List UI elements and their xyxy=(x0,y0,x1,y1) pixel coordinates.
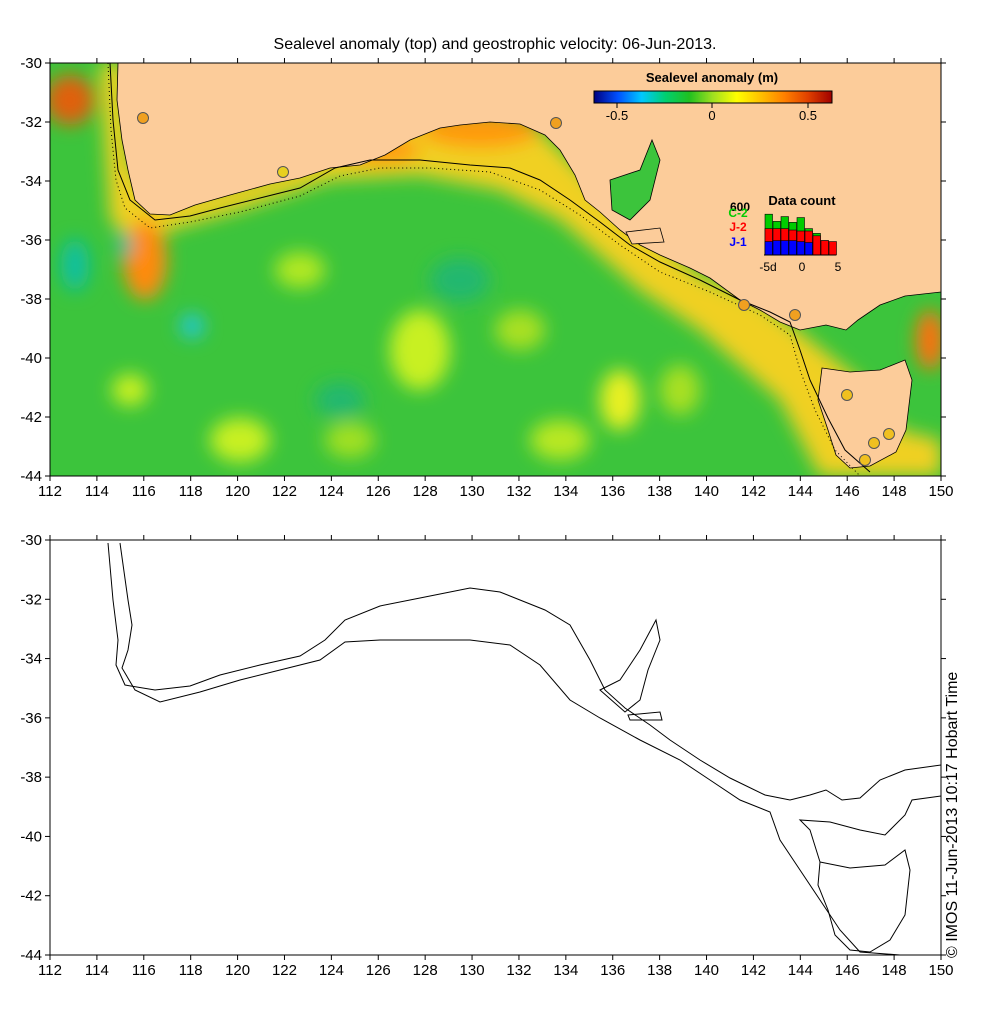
count-bar-j1 xyxy=(788,240,797,256)
lon-tick-label: 120 xyxy=(225,962,250,979)
data-count-inset: Data count 600 C-2 J-2 J-1 -5d 0 5 xyxy=(728,193,841,274)
lon-tick-label: 116 xyxy=(132,962,156,979)
count-bar-j1 xyxy=(764,241,773,256)
lon-tick-label: 140 xyxy=(694,483,719,500)
count-bar-j2 xyxy=(812,235,821,256)
lat-tick-label: -40 xyxy=(20,350,42,367)
data-count-x-label: -5d xyxy=(759,260,776,274)
lat-tick-label: -38 xyxy=(20,291,42,308)
lat-tick-label: -30 xyxy=(20,55,42,72)
shelf-contour xyxy=(109,63,871,473)
lon-tick-label: 138 xyxy=(647,483,672,500)
lat-tick-label: -44 xyxy=(20,468,42,485)
lon-tick-label: 140 xyxy=(694,962,719,979)
lon-tick-label: 134 xyxy=(553,483,578,500)
lat-tick-label: -32 xyxy=(20,591,42,608)
count-bar-j2 xyxy=(828,241,837,256)
count-bar-j1 xyxy=(804,242,813,256)
lon-tick-label: 122 xyxy=(272,483,297,500)
lon-tick-label: 126 xyxy=(366,962,391,979)
data-count-title: Data count xyxy=(768,193,836,208)
bottom-axis-ticks: 112 114 116 118 120 122 124 126 128 130 132 134 136 1… xyxy=(20,532,953,979)
tasmania-outline xyxy=(817,849,911,953)
colorbar-title: Sealevel anomaly (m) xyxy=(646,70,778,85)
lon-tick-label: 132 xyxy=(506,483,531,500)
lat-tick-label: -42 xyxy=(20,888,42,905)
lon-tick-label: 150 xyxy=(928,483,953,500)
colorbar-ramp xyxy=(593,90,833,104)
lon-tick-label: 134 xyxy=(553,962,578,979)
lon-tick-label: 116 xyxy=(132,483,156,500)
lat-tick-label: -34 xyxy=(20,173,42,190)
lon-tick-label: 118 xyxy=(179,962,203,979)
lon-tick-label: 114 xyxy=(85,962,109,979)
lon-tick-label: 112 xyxy=(38,962,62,979)
lon-tick-label: 132 xyxy=(506,962,531,979)
lat-tick-label: -42 xyxy=(20,409,42,426)
count-bar-j2 xyxy=(820,240,829,256)
lon-tick-label: 150 xyxy=(928,962,953,979)
series-label-j1: J-1 xyxy=(729,235,747,249)
shelf-contour-bottom xyxy=(119,542,901,955)
lat-tick-label: -36 xyxy=(20,710,42,727)
lon-tick-label: 128 xyxy=(413,962,438,979)
lon-tick-label: 146 xyxy=(835,962,860,979)
lon-tick-label: 130 xyxy=(460,483,485,500)
count-bar-j1 xyxy=(772,240,781,256)
lon-tick-label: 146 xyxy=(835,483,860,500)
lat-tick-label: -32 xyxy=(20,114,42,131)
top-axis-ticks: 112 114 116 118 120 122 124 126 128 130 132 134 136 1… xyxy=(20,55,953,500)
figure-title: Sealevel anomaly (top) and geostrophic v… xyxy=(273,36,717,53)
lon-tick-label: 144 xyxy=(788,483,813,500)
land-mass xyxy=(50,63,941,331)
lon-tick-label: 122 xyxy=(272,962,297,979)
lat-tick-label: -44 xyxy=(20,947,42,964)
series-label-c2: C-2 xyxy=(728,206,748,220)
imos-credit: © IMOS 11-Jun-2013 10:17 Hobart Time xyxy=(944,671,961,958)
bottom-map-panel: 112 114 116 118 120 122 124 126 128 130 132 134 136 1… xyxy=(20,532,953,979)
lon-tick-label: 126 xyxy=(366,483,391,500)
lon-tick-label: 136 xyxy=(600,483,625,500)
colorbar: Sealevel anomaly (m) -0.5 0 0.5 xyxy=(593,70,833,123)
lat-tick-label: -34 xyxy=(20,651,42,668)
lon-tick-label: 148 xyxy=(882,483,907,500)
lon-tick-label: 124 xyxy=(319,962,344,979)
lon-tick-label: 120 xyxy=(225,483,250,500)
data-count-max: 600 xyxy=(730,200,750,214)
lon-tick-label: 142 xyxy=(741,483,766,500)
lon-tick-label: 112 xyxy=(38,483,62,500)
colorbar-tick-label: 0.5 xyxy=(799,108,817,123)
lon-tick-label: 142 xyxy=(741,962,766,979)
lat-tick-label: -36 xyxy=(20,232,42,249)
lon-tick-label: 128 xyxy=(413,483,438,500)
lat-tick-label: -40 xyxy=(20,828,42,845)
lon-tick-label: 114 xyxy=(85,483,109,500)
bottom-map-frame xyxy=(49,539,942,956)
count-bar-j1 xyxy=(796,241,805,256)
tide-gauges xyxy=(137,112,895,466)
lon-tick-label: 130 xyxy=(460,962,485,979)
colorbar-tick-label: 0 xyxy=(708,108,715,123)
lon-tick-label: 144 xyxy=(788,962,813,979)
coastline xyxy=(107,542,941,801)
data-count-x-label: 0 xyxy=(799,260,806,274)
tasmania-island xyxy=(817,359,913,469)
colorbar-tick-label: -0.5 xyxy=(606,108,628,123)
lon-tick-label: 136 xyxy=(600,962,625,979)
count-bar-j1 xyxy=(780,240,789,256)
series-label-j2: J-2 xyxy=(729,220,747,234)
data-count-bars xyxy=(764,213,837,256)
top-map-panel: 112 114 116 118 120 122 124 126 128 130 132 134 136 1… xyxy=(20,55,953,500)
lon-tick-label: 124 xyxy=(319,483,344,500)
top-map-frame xyxy=(49,62,942,477)
lat-tick-label: -30 xyxy=(20,532,42,549)
data-count-x-label: 5 xyxy=(835,260,842,274)
lon-tick-label: 118 xyxy=(179,483,203,500)
lon-tick-label: 148 xyxy=(882,962,907,979)
lat-tick-label: -38 xyxy=(20,769,42,786)
lon-tick-label: 138 xyxy=(647,962,672,979)
